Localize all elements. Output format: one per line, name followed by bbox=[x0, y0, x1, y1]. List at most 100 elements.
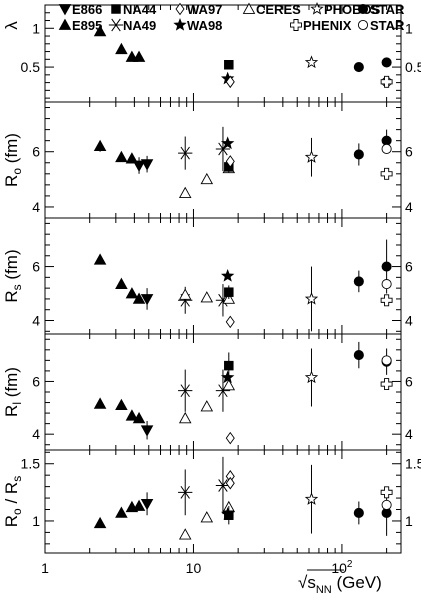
data-point-e895 bbox=[93, 516, 107, 529]
y-tick-label-right: 4 bbox=[405, 313, 413, 329]
legend-marker-e895 bbox=[58, 18, 72, 30]
y-tick-label-right: 0.5 bbox=[405, 59, 421, 75]
y-tick-label-right: 4 bbox=[405, 199, 413, 215]
data-point-wa98 bbox=[220, 370, 235, 384]
data-point-wa97 bbox=[225, 476, 235, 490]
series-star_filled bbox=[353, 239, 392, 294]
data-point-phobos bbox=[304, 150, 319, 163]
series-na49 bbox=[178, 126, 231, 172]
y-label-unit: (fm) bbox=[2, 249, 21, 284]
y-label-mid: / R bbox=[2, 482, 21, 508]
data-point-star_filled bbox=[381, 57, 392, 68]
legend-label: NA44 bbox=[123, 2, 157, 17]
series-ceres bbox=[178, 500, 236, 540]
data-point-ceres bbox=[178, 186, 192, 198]
data-point-star_filled bbox=[381, 261, 392, 272]
legend-item-na49: NA49 bbox=[108, 18, 156, 33]
series-e866 bbox=[140, 421, 154, 440]
data-point-wa97 bbox=[225, 155, 235, 168]
data-point-ceres bbox=[178, 288, 192, 300]
series-phenix bbox=[380, 294, 393, 307]
legend-label: PHENIX bbox=[303, 18, 352, 33]
data-point-na49 bbox=[178, 485, 193, 499]
data-point-e866 bbox=[140, 425, 154, 437]
legend-item-star_filled: STAR bbox=[357, 2, 405, 17]
x-label-root: √ bbox=[298, 573, 308, 592]
series-wa97 bbox=[225, 315, 235, 329]
panel-frame bbox=[44, 449, 402, 554]
legend-marker-na49 bbox=[108, 18, 124, 32]
series-phenix bbox=[380, 486, 393, 499]
x-tick-base: 10 bbox=[331, 560, 347, 576]
y-tick-label-right: 4 bbox=[405, 426, 413, 442]
series-na44 bbox=[224, 352, 234, 379]
series-na44 bbox=[224, 506, 234, 525]
series-phenix bbox=[380, 167, 393, 180]
data-point-phenix bbox=[380, 486, 393, 499]
legend-label: E866 bbox=[72, 2, 102, 17]
data-point-e895 bbox=[132, 292, 146, 304]
y-label-unit: (fm) bbox=[2, 367, 21, 402]
y-tick-label-right: 6 bbox=[405, 144, 413, 160]
data-point-ceres bbox=[178, 528, 192, 540]
data-point-e895 bbox=[115, 277, 128, 289]
y-axis-label: Rs (fm) bbox=[2, 249, 24, 302]
data-point-e895 bbox=[132, 50, 146, 62]
legend-label: NA49 bbox=[123, 18, 156, 33]
series-e895 bbox=[93, 253, 146, 304]
panel-rs: 4 4 6 6 Rs (fm) bbox=[2, 217, 413, 335]
legend-item-star_open: STAR bbox=[357, 18, 405, 33]
y-tick-label-right: 1 bbox=[405, 513, 413, 529]
data-point-na44 bbox=[224, 60, 234, 70]
series-phenix bbox=[380, 75, 393, 88]
series-star_filled bbox=[353, 57, 392, 73]
x-tick-exp: 2 bbox=[347, 559, 353, 570]
data-point-e895 bbox=[93, 139, 107, 152]
y-tick-label-right: 1.5 bbox=[405, 456, 421, 472]
data-point-e895 bbox=[132, 499, 146, 511]
series-e895 bbox=[93, 24, 146, 62]
series-phenix bbox=[380, 378, 393, 391]
y-tick-label-right: 6 bbox=[405, 259, 413, 275]
y-label-sub: o bbox=[10, 168, 24, 175]
legend-marker-star_filled bbox=[357, 3, 369, 15]
data-point-wa98 bbox=[220, 268, 235, 282]
data-point-e895 bbox=[125, 152, 139, 164]
data-point-na44 bbox=[224, 510, 234, 520]
legend-item-e866: E866 bbox=[58, 2, 102, 17]
series-ceres bbox=[178, 378, 236, 424]
data-point-phobos bbox=[304, 55, 319, 69]
y-label-unit: (fm) bbox=[2, 133, 21, 168]
legend-label: CERES bbox=[256, 2, 301, 17]
y-tick-label-left: 0.5 bbox=[21, 59, 41, 75]
data-point-e866 bbox=[140, 159, 154, 171]
data-point-star_open bbox=[381, 355, 392, 366]
data-point-e895 bbox=[93, 397, 107, 409]
data-point-phenix bbox=[380, 167, 393, 180]
series-phobos bbox=[304, 266, 319, 332]
data-point-phobos bbox=[304, 492, 319, 505]
y-tick-label-left: 4 bbox=[32, 426, 40, 442]
legend-item-ceres: CERES bbox=[242, 2, 301, 17]
data-point-na49 bbox=[178, 384, 193, 398]
y-axis-label: Rl (fm) bbox=[2, 367, 24, 417]
series-phobos bbox=[304, 348, 319, 407]
data-point-e866 bbox=[140, 498, 154, 511]
legend-label: WA98 bbox=[187, 18, 222, 33]
y-tick-label-right: 6 bbox=[405, 373, 413, 389]
x-tick-label: 1 bbox=[41, 560, 49, 576]
data-point-e895 bbox=[115, 150, 128, 163]
y-tick-label-right: 1 bbox=[405, 20, 413, 36]
legend-marker-phobos bbox=[310, 1, 324, 15]
x-axis-title: √sNN (GeV) bbox=[298, 569, 382, 596]
series-na44 bbox=[224, 60, 234, 70]
data-point-e895 bbox=[115, 42, 128, 55]
series-phobos bbox=[304, 55, 319, 69]
y-label-main: R bbox=[2, 405, 21, 417]
data-point-wa97 bbox=[225, 75, 235, 89]
x-label-s: s bbox=[307, 573, 316, 592]
data-point-star_filled bbox=[353, 350, 364, 361]
series-phobos bbox=[304, 137, 319, 177]
